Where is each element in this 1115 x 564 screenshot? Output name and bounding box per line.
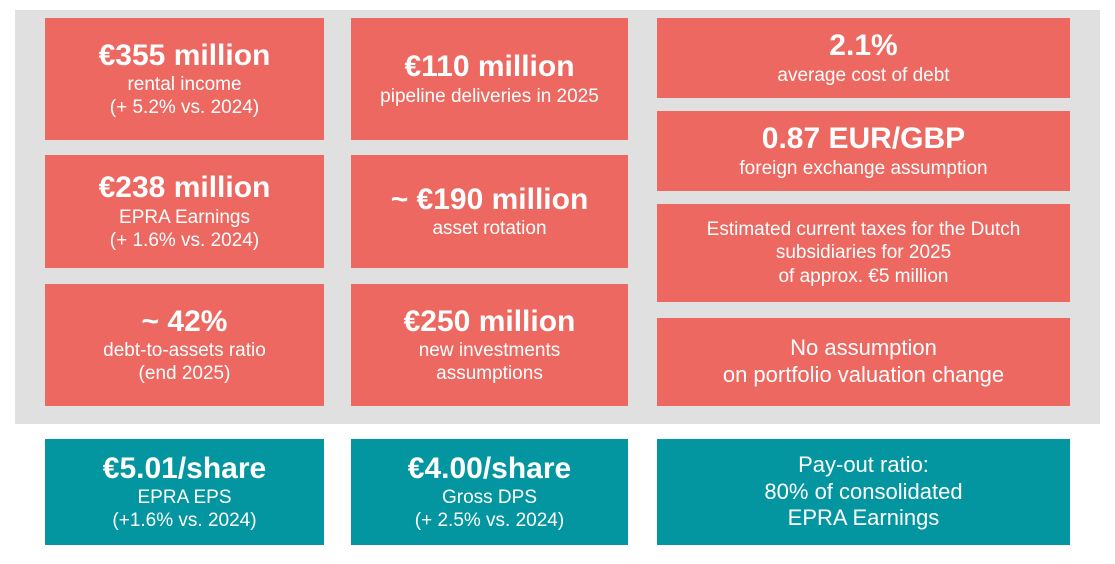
epra-earnings-label: EPRA Earnings — [119, 206, 250, 228]
taxes-line-1: Estimated current taxes for the Dutch — [706, 219, 1021, 241]
taxes-tile: Estimated current taxes for the Dutch su… — [657, 204, 1070, 302]
epra-eps-value: €5.01/share — [102, 451, 267, 485]
valuation-line-2: on portfolio valuation change — [722, 362, 1005, 387]
pipeline-tile: €110 million pipeline deliveries in 2025 — [351, 18, 628, 140]
rental-income-tile: €355 million rental income (+ 5.2% vs. 2… — [45, 18, 324, 140]
cost-of-debt-value: 2.1% — [829, 29, 898, 63]
epra-earnings-change: (+ 1.6% vs. 2024) — [109, 229, 260, 251]
fx-assumption-value: 0.87 EUR/GBP — [761, 122, 966, 156]
new-investments-value: €250 million — [403, 304, 576, 338]
rental-income-change: (+ 5.2% vs. 2024) — [109, 97, 260, 119]
gross-dps-tile: €4.00/share Gross DPS (+ 2.5% vs. 2024) — [351, 439, 628, 545]
epra-eps-change: (+1.6% vs. 2024) — [112, 510, 257, 532]
new-investments-note: assumptions — [436, 363, 543, 385]
valuation-line-1: No assumption — [790, 335, 937, 361]
fx-assumption-tile: 0.87 EUR/GBP foreign exchange assumption — [657, 111, 1070, 191]
cost-of-debt-tile: 2.1% average cost of debt — [657, 18, 1070, 98]
valuation-tile: No assumption on portfolio valuation cha… — [657, 318, 1070, 406]
pipeline-value: €110 million — [404, 50, 575, 84]
cost-of-debt-label: average cost of debt — [777, 64, 950, 86]
gross-dps-change: (+ 2.5% vs. 2024) — [414, 510, 565, 532]
fx-assumption-label: foreign exchange assumption — [739, 157, 988, 179]
asset-rotation-tile: ~ €190 million asset rotation — [351, 155, 628, 268]
new-investments-label: new investments — [418, 340, 561, 362]
debt-to-assets-value: ~ 42% — [141, 304, 228, 338]
epra-eps-tile: €5.01/share EPRA EPS (+1.6% vs. 2024) — [45, 439, 324, 545]
payout-ratio-line-3: EPRA Earnings — [787, 505, 940, 531]
taxes-line-3: of approx. €5 million — [778, 265, 949, 287]
epra-earnings-tile: €238 million EPRA Earnings (+ 1.6% vs. 2… — [45, 155, 324, 268]
new-investments-tile: €250 million new investments assumptions — [351, 284, 628, 406]
gross-dps-label: Gross DPS — [441, 487, 538, 509]
gross-dps-value: €4.00/share — [407, 451, 572, 485]
epra-earnings-value: €238 million — [98, 171, 271, 205]
taxes-line-2: subsidiaries for 2025 — [775, 242, 952, 264]
debt-to-assets-label: debt-to-assets ratio — [103, 340, 266, 362]
payout-ratio-tile: Pay-out ratio: 80% of consolidated EPRA … — [657, 439, 1070, 545]
debt-to-assets-tile: ~ 42% debt-to-assets ratio (end 2025) — [45, 284, 324, 406]
payout-ratio-line-2: 80% of consolidated — [764, 478, 963, 504]
rental-income-value: €355 million — [98, 38, 271, 72]
asset-rotation-label: asset rotation — [432, 218, 547, 240]
rental-income-label: rental income — [127, 74, 242, 96]
asset-rotation-value: ~ €190 million — [390, 182, 589, 216]
pipeline-label: pipeline deliveries in 2025 — [380, 85, 599, 107]
payout-ratio-line-1: Pay-out ratio: — [798, 451, 929, 477]
epra-eps-label: EPRA EPS — [137, 487, 232, 509]
debt-to-assets-note: (end 2025) — [138, 363, 231, 385]
